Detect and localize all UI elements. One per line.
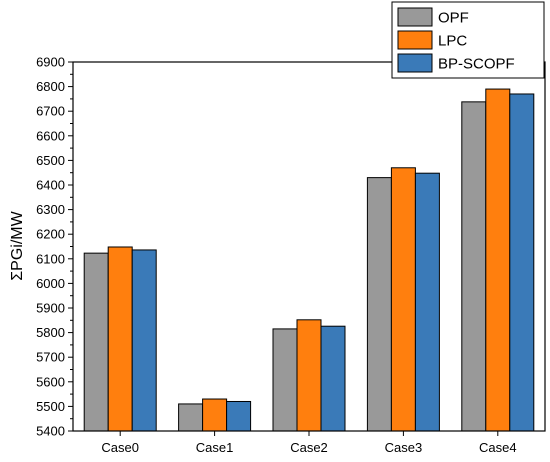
x-tick-label: Case0: [101, 440, 139, 455]
y-tick-label: 6700: [36, 104, 65, 119]
legend: OPF LPC BP-SCOPF: [391, 1, 545, 79]
bar-opf-case1: [178, 403, 204, 432]
legend-label-lpc: LPC: [438, 33, 467, 50]
bar-lpc-case1: [202, 398, 228, 432]
y-tick-label: 6800: [36, 79, 65, 94]
y-tick-label: 6500: [36, 153, 65, 168]
bar-opf-case0: [83, 252, 109, 432]
x-tick-label: Case2: [290, 440, 328, 455]
y-tick-label: 6300: [36, 202, 65, 217]
bar-lpc-case3: [390, 167, 416, 432]
legend-swatch-opf: [397, 7, 433, 27]
bar-lpc-case2: [296, 319, 322, 432]
bar-opf-case3: [366, 177, 392, 432]
y-tick-label: 6100: [36, 251, 65, 266]
y-tick-label: 6000: [36, 276, 65, 291]
y-tick-label: 6400: [36, 178, 65, 193]
bar-lpc-case4: [485, 88, 511, 432]
x-tick-label: Case1: [196, 440, 234, 455]
bar-opf-case2: [272, 328, 298, 432]
y-tick-label: 5700: [36, 350, 65, 365]
bars-layer: [83, 88, 535, 432]
x-tick-label: Case3: [385, 440, 423, 455]
legend-label-bp-scopf: BP-SCOPF: [438, 56, 515, 73]
y-tick-label: 6600: [36, 128, 65, 143]
y-tick-label: 5900: [36, 301, 65, 316]
legend-swatch-bp-scopf: [397, 53, 433, 73]
y-tick-label: 5600: [36, 374, 65, 389]
bar-bp-scopf-case3: [414, 172, 440, 432]
y-tick-label: 5400: [36, 424, 65, 439]
bar-lpc-case0: [107, 246, 133, 432]
bar-bp-scopf-case0: [131, 249, 157, 432]
y-tick-label: 5800: [36, 325, 65, 340]
y-tick-label: 6900: [36, 55, 65, 70]
bar-bp-scopf-case2: [320, 325, 346, 432]
x-tick-label: Case4: [479, 440, 517, 455]
bar-bp-scopf-case4: [509, 93, 535, 432]
bar-bp-scopf-case1: [226, 400, 252, 432]
axes-layer: 5400 5500 5600 5700 5800 5900 6000 6100 6200 6300…: [36, 55, 546, 455]
y-tick-label: 6200: [36, 227, 65, 242]
legend-swatch-lpc: [397, 30, 433, 50]
legend-label-opf: OPF: [438, 10, 469, 27]
y-axis-title: ΣPGi/MW: [9, 210, 26, 280]
bar-opf-case4: [461, 101, 487, 432]
y-tick-label: 5500: [36, 399, 65, 414]
